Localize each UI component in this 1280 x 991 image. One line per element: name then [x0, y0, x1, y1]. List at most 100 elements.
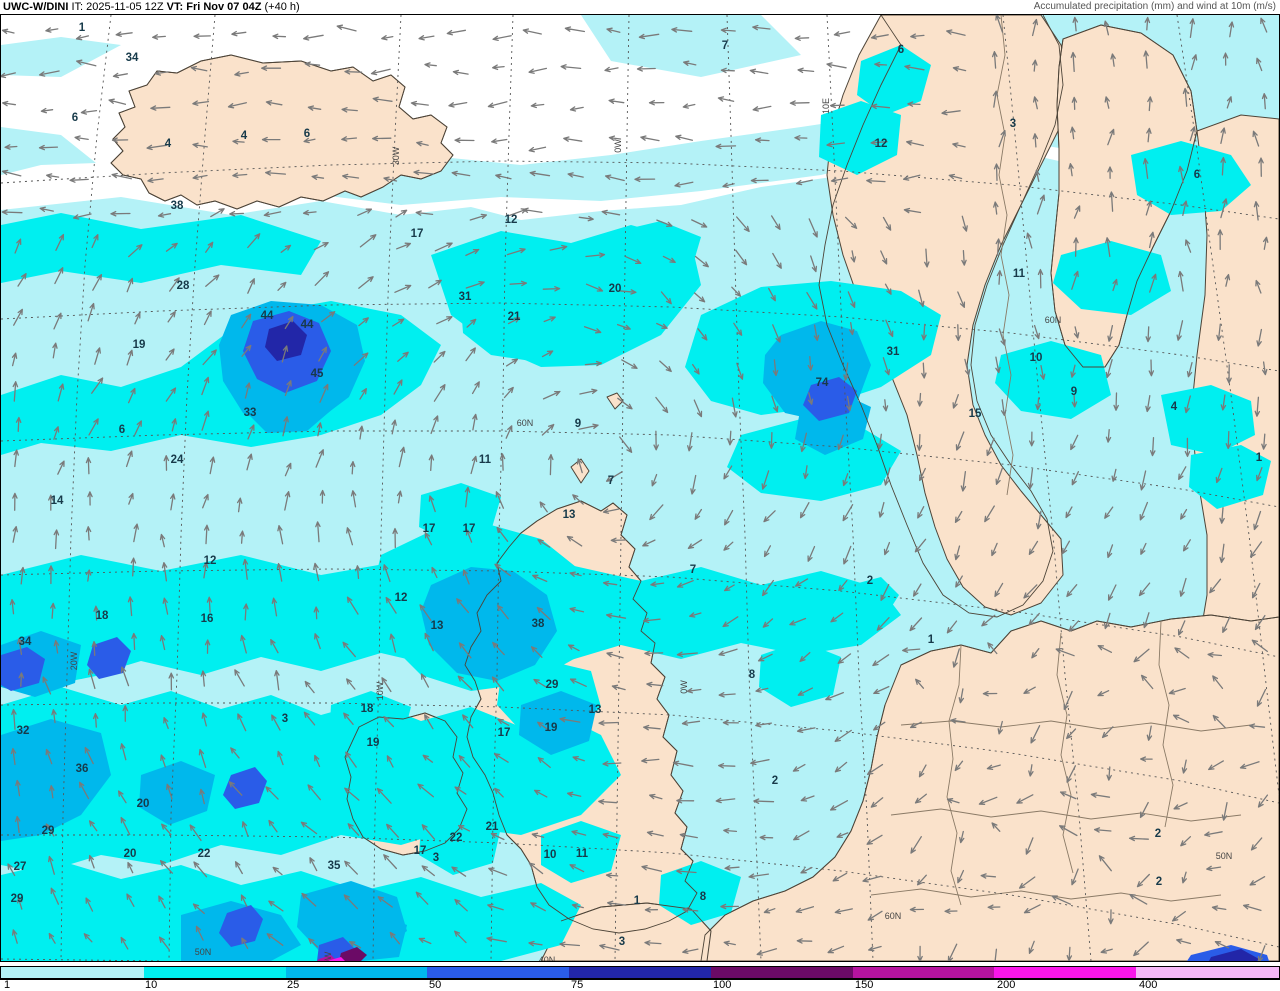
wind-arrow	[85, 526, 92, 541]
wind-arrow	[434, 242, 453, 252]
colorbar-label-150: 150	[855, 979, 874, 991]
wind-arrow	[53, 529, 60, 550]
map-header: UWC-W/DINI IT: 2025-11-05 12Z VT: Fri No…	[0, 0, 1280, 14]
wind-speed-label: 13	[563, 509, 576, 521]
wind-arrow	[830, 177, 849, 183]
wind-arrow	[572, 755, 585, 762]
wind-arrow	[870, 103, 891, 110]
wind-arrow	[1248, 723, 1266, 729]
wind-arrow	[383, 564, 391, 583]
wind-arrow	[76, 59, 97, 67]
colorbar-segment-50[interactable]	[427, 967, 570, 978]
wind-arrow	[1093, 827, 1112, 833]
wind-arrow	[1104, 96, 1110, 109]
wind-arrow	[843, 362, 849, 381]
wind-arrow	[675, 134, 694, 141]
wind-arrow	[950, 718, 966, 724]
colorbar-label-100: 100	[713, 979, 732, 991]
wind-arrow	[567, 172, 584, 178]
wind-arrow	[697, 328, 708, 341]
wind-arrow	[914, 793, 927, 804]
wind-arrow	[284, 315, 294, 330]
wind-arrow	[687, 539, 703, 549]
wind-arrow	[1063, 690, 1073, 711]
wind-arrow	[1055, 648, 1075, 657]
wind-arrow	[842, 504, 854, 522]
wind-arrow	[490, 832, 505, 841]
colorbar-segment-400[interactable]	[1136, 967, 1280, 978]
wind-arrow	[4, 144, 18, 150]
wind-arrow	[51, 709, 57, 724]
wind-arrow	[1111, 468, 1117, 482]
wind-arrow	[383, 176, 398, 182]
wind-arrow	[1222, 52, 1229, 66]
colorbar-segment-75[interactable]	[569, 967, 711, 978]
wind-arrow	[916, 874, 927, 886]
wind-arrow	[277, 525, 284, 545]
wind-arrow	[653, 430, 659, 451]
map-canvas[interactable]: 1 7 6 34 3 12 4 6 6 4 6 38 17 12 28 20 31 21 11 44 44 19 31 10 4…	[0, 14, 1280, 962]
wind-arrow	[55, 233, 65, 251]
wind-arrow	[85, 457, 92, 475]
wind-arrow	[1070, 51, 1077, 73]
wind-arrow	[995, 356, 1001, 374]
wind-arrow	[1107, 324, 1114, 342]
colorbar-baseline	[0, 979, 1280, 980]
wind-arrow	[88, 418, 99, 436]
wind-arrow	[794, 135, 808, 141]
wind-arrow	[602, 508, 620, 514]
wind-arrow	[45, 823, 55, 837]
wind-arrow	[231, 30, 247, 37]
wind-arrow	[1252, 130, 1260, 147]
wind-arrow	[676, 797, 695, 804]
wind-arrow	[576, 458, 583, 474]
wind-arrow	[648, 99, 665, 106]
precipitation-colorbar[interactable]: 1 10 25 50 75 100 150 200 400	[0, 964, 1280, 991]
colorbar-segment-1[interactable]	[1, 967, 144, 978]
wind-arrow	[549, 244, 568, 251]
wind-arrow	[723, 465, 733, 480]
wind-speed-label: 33	[244, 407, 257, 419]
colorbar-segment-150[interactable]	[852, 967, 995, 978]
wind-arrow	[53, 312, 62, 330]
wind-arrow	[428, 454, 435, 472]
wind-arrow	[958, 688, 965, 704]
wind-arrow	[311, 174, 325, 180]
wind-arrow	[422, 754, 434, 763]
wind-arrow	[756, 948, 778, 956]
wind-speed-label: 31	[459, 291, 472, 303]
wind-arrow	[722, 719, 739, 726]
wind-speed-label: 3	[282, 713, 288, 725]
colorbar-strip[interactable]	[0, 966, 1280, 979]
wind-speed-label: 17	[463, 523, 476, 535]
wind-arrow	[240, 634, 247, 654]
wind-arrow	[1149, 437, 1156, 457]
wind-arrow	[849, 321, 855, 336]
wind-speed-label: 2	[1155, 828, 1161, 840]
wind-arrow	[1071, 471, 1080, 486]
wind-arrow	[604, 66, 619, 73]
wind-arrow	[941, 109, 961, 116]
wind-arrow	[2, 100, 17, 107]
wind-arrow	[1177, 620, 1186, 636]
wind-arrow	[14, 815, 21, 834]
wind-arrow	[789, 100, 810, 106]
grid-label: 60N	[517, 418, 534, 428]
colorbar-segment-200[interactable]	[994, 967, 1137, 978]
wind-speed-label: 22	[198, 848, 211, 860]
wind-arrow	[795, 906, 815, 914]
colorbar-segment-10[interactable]	[143, 967, 286, 978]
wind-arrow	[634, 176, 656, 183]
wind-arrow	[753, 798, 775, 804]
wind-arrow	[49, 785, 55, 799]
wind-arrow	[1144, 16, 1151, 31]
wind-arrow	[1189, 18, 1196, 39]
wind-arrow	[383, 854, 398, 870]
wind-arrow	[38, 144, 59, 151]
wind-arrow	[794, 35, 810, 41]
wind-arrow	[85, 569, 92, 582]
colorbar-segment-25[interactable]	[285, 967, 428, 978]
colorbar-tick-labels: 1 10 25 50 75 100 150 200 400	[0, 979, 1280, 991]
colorbar-segment-100[interactable]	[710, 967, 853, 978]
wind-arrow	[133, 523, 139, 543]
